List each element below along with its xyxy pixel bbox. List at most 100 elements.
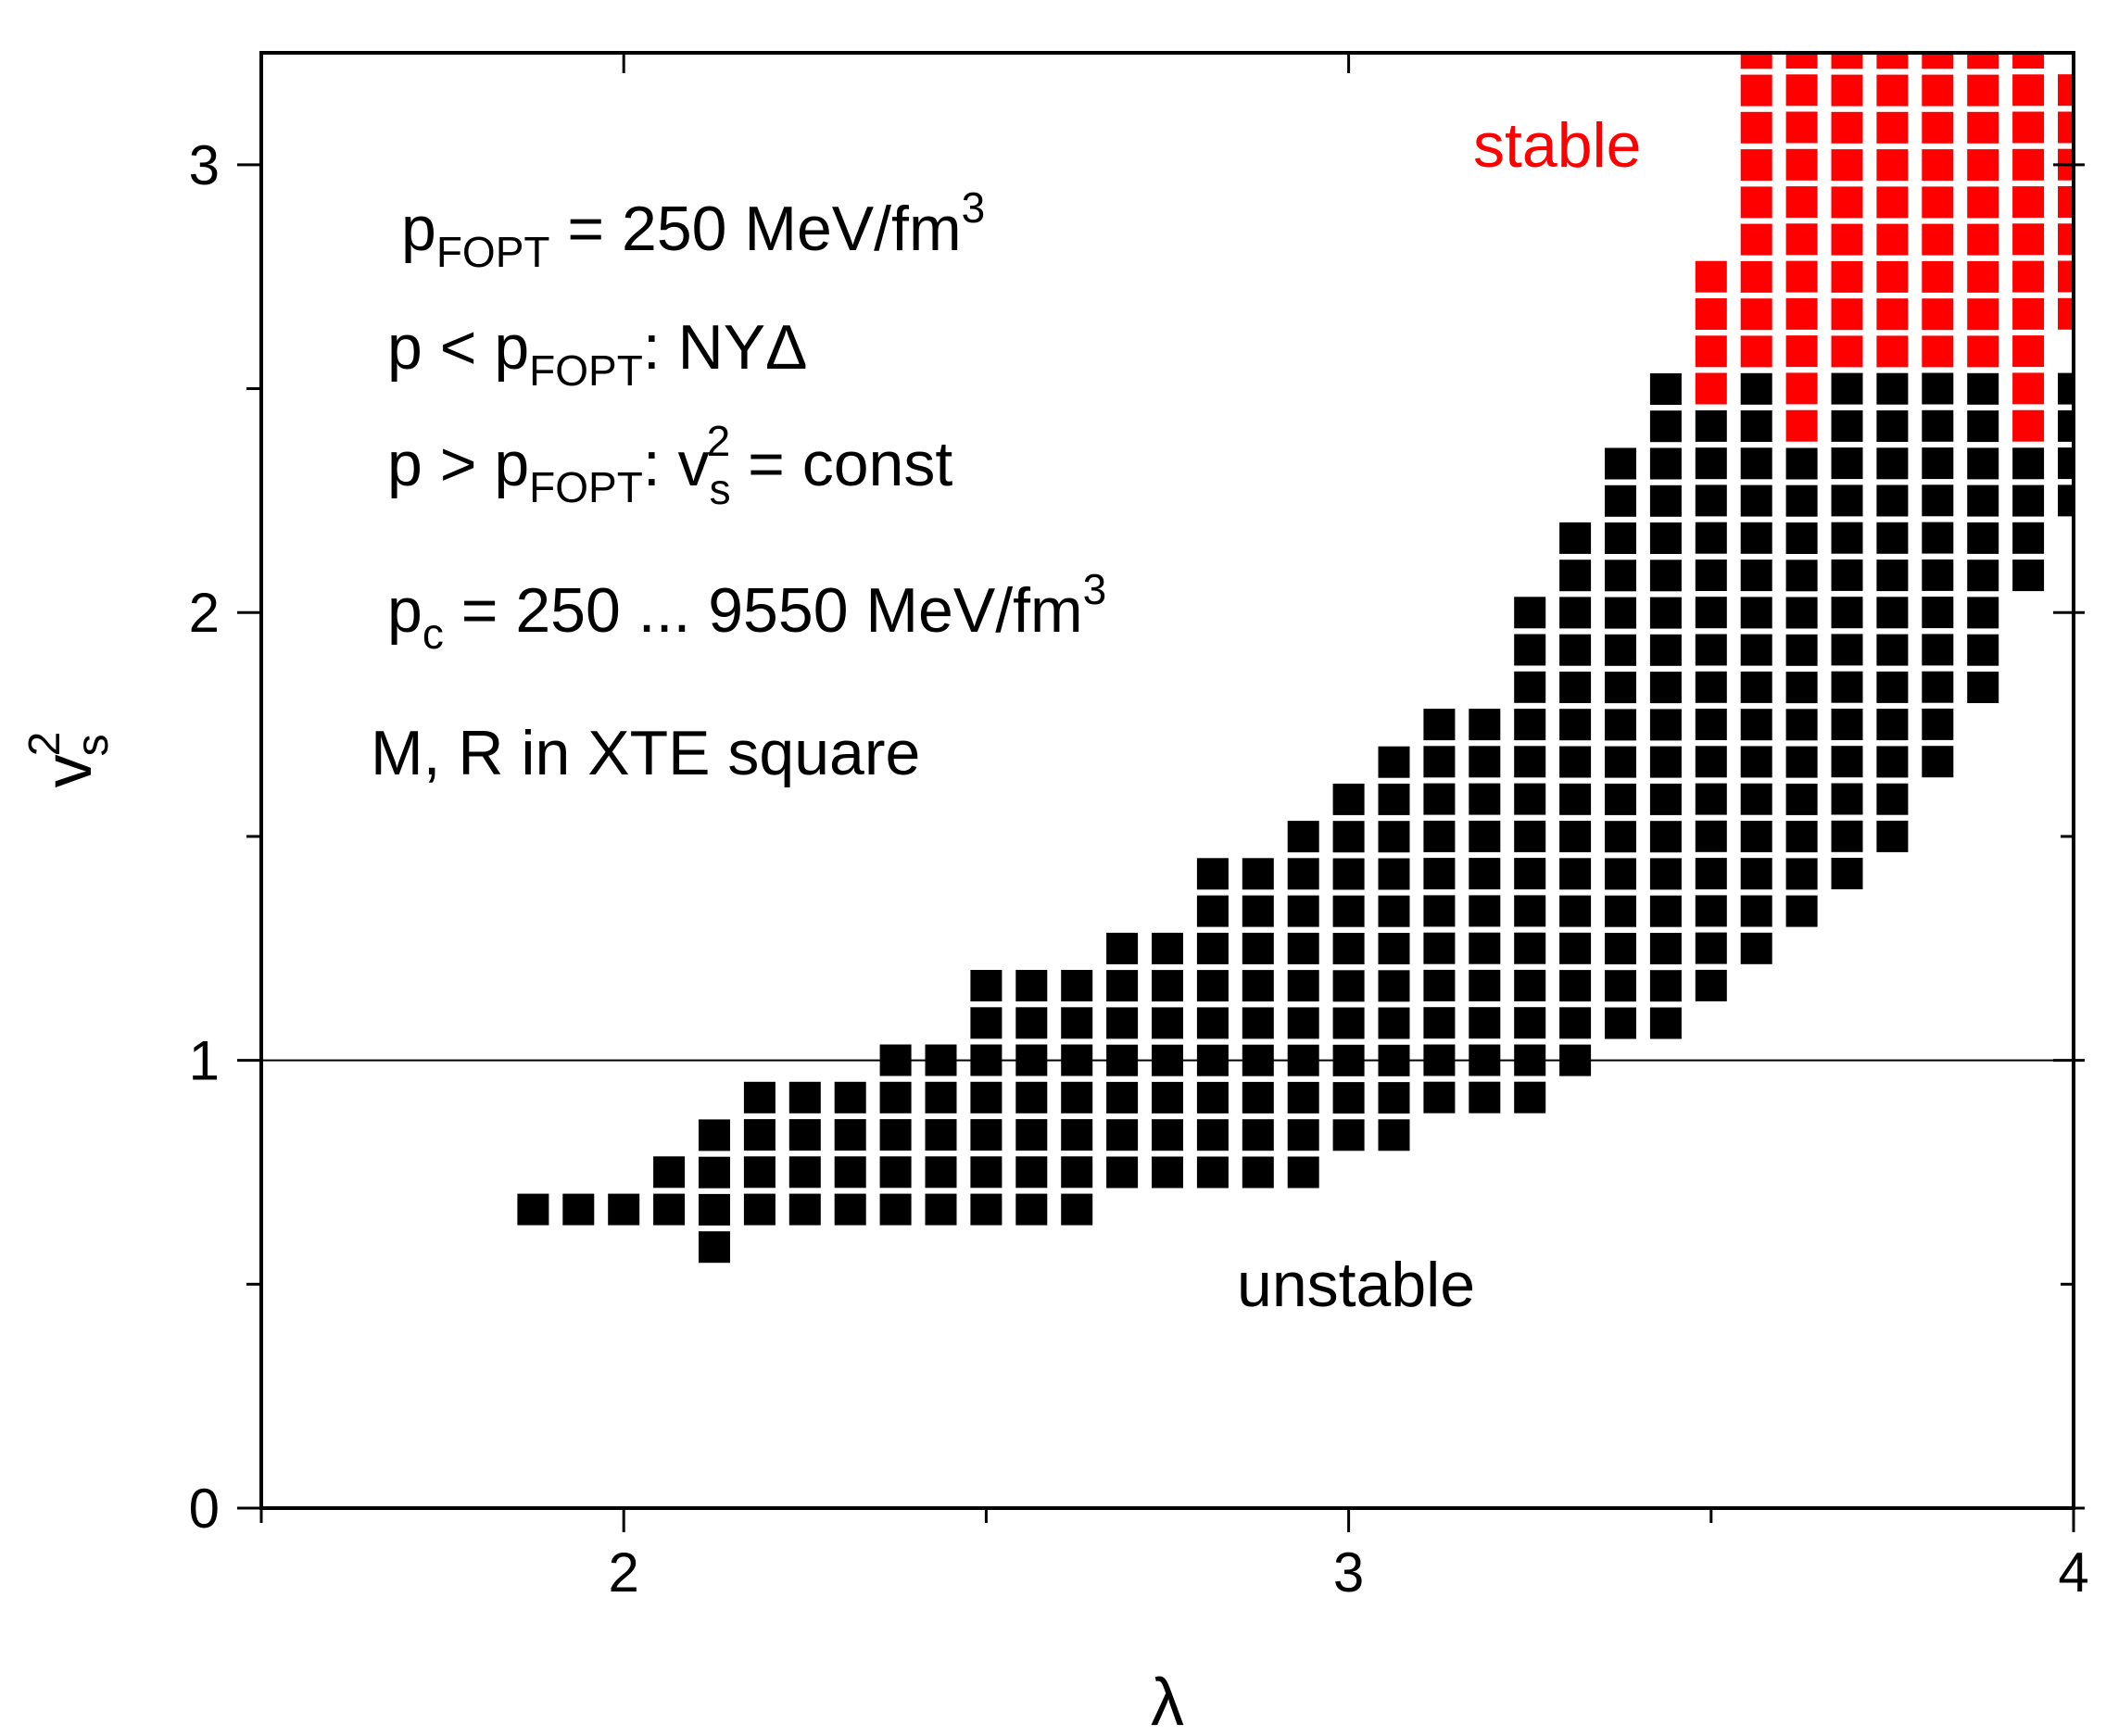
stable-point [1922, 223, 1954, 256]
unstable-point [1152, 1081, 1183, 1113]
plot-frame [259, 51, 2075, 1510]
unstable-point [1785, 597, 1818, 629]
stable-point [1967, 260, 1999, 293]
stable-point [1695, 298, 1727, 330]
unstable-point [1605, 858, 1636, 890]
unstable-point [1785, 560, 1818, 592]
stable-point [1740, 74, 1772, 107]
unstable-point [1740, 895, 1772, 927]
stable-point [1831, 298, 1863, 331]
unstable-point [1559, 672, 1592, 703]
unstable-point [1605, 895, 1636, 927]
unstable-point [1605, 1007, 1636, 1039]
unstable-point [1469, 709, 1501, 741]
unstable-point [1061, 1193, 1093, 1226]
unstable-point [925, 1156, 957, 1189]
unstable-point [1559, 634, 1592, 666]
unstable-point [1196, 858, 1229, 890]
unstable-point [1649, 484, 1682, 517]
unstable-point [2058, 409, 2074, 442]
stable-point [1922, 186, 1954, 219]
x-tick-label: 4 [2058, 1541, 2088, 1604]
unstable-point [1740, 671, 1772, 703]
stable-point [1967, 111, 1999, 144]
unstable-point [1514, 858, 1546, 890]
unstable-point [1514, 932, 1546, 964]
stable-point [1831, 223, 1863, 256]
y-axis-title-sup: 2 [20, 732, 69, 757]
unstable-point [1378, 1119, 1410, 1151]
unstable-point [788, 1193, 821, 1226]
stable-point [1831, 74, 1863, 107]
unstable-point [1876, 447, 1909, 480]
unstable-point [1876, 783, 1909, 815]
unstable-point [1967, 447, 1999, 480]
stable-point [1967, 223, 1999, 256]
unstable-point [1605, 634, 1636, 666]
unstable-point [1831, 746, 1863, 778]
unstable-point [1514, 820, 1546, 852]
unstable-point [879, 1193, 912, 1226]
unstable-point [1785, 895, 1818, 927]
unstable-point [1785, 447, 1818, 480]
unstable-point [1061, 1156, 1093, 1189]
unstable-point [1152, 1119, 1183, 1151]
unstable-point [970, 1081, 1003, 1113]
unstable-point [1559, 821, 1592, 852]
unstable-point [1332, 1082, 1365, 1114]
x-axis-title: λ [1151, 1666, 1184, 1736]
unstable-point [1785, 858, 1818, 890]
unstable-point [1196, 1007, 1229, 1039]
unstable-point [1695, 820, 1727, 852]
stable-point [1922, 260, 1954, 293]
unstable-point [1876, 820, 1909, 852]
unstable-point [970, 1193, 1003, 1226]
stable-point [1740, 335, 1772, 368]
unstable-point [1106, 1156, 1139, 1189]
stable-point [1967, 74, 1999, 107]
unstable-point [1740, 560, 1772, 592]
stable-point [2012, 53, 2045, 69]
unstable-point [1378, 970, 1410, 1002]
unstable-point [1831, 484, 1863, 517]
unstable-point [1605, 746, 1636, 778]
stable-point [1831, 186, 1863, 219]
unstable-point [1061, 1081, 1093, 1113]
y-axis-title-sub: s [69, 734, 118, 756]
unstable-point [1876, 597, 1909, 629]
unstable-point [1152, 970, 1183, 1002]
unstable-point [1605, 484, 1636, 517]
unstable-point [925, 1081, 957, 1113]
unstable-point [1242, 1007, 1274, 1039]
unstable-point [1514, 634, 1546, 666]
unstable-point [1695, 560, 1727, 591]
unstable-point [1242, 858, 1274, 890]
unstable-point [562, 1193, 595, 1226]
unstable-point [1740, 858, 1772, 890]
y-axis-title-base: v [32, 754, 106, 787]
unstable-point [1695, 969, 1727, 1001]
unstable-point [1514, 783, 1546, 815]
unstable-point [1876, 671, 1909, 703]
unstable-point [1649, 709, 1682, 741]
stable-point [2012, 297, 2045, 330]
unstable-point [1922, 708, 1954, 740]
unstable-point [608, 1193, 640, 1226]
unstable-point [1423, 1007, 1456, 1039]
unstable-point [1015, 1007, 1048, 1039]
unstable-point [2012, 484, 2045, 517]
unstable-point [1605, 933, 1636, 964]
unstable-point [1831, 409, 1863, 442]
unstable-point [1922, 372, 1954, 405]
unstable-point [1378, 895, 1410, 927]
unstable-point [743, 1193, 776, 1226]
stable-point [1876, 298, 1909, 331]
unstable-point [1514, 969, 1546, 1001]
y-tick-label: 1 [189, 1030, 220, 1092]
unstable-point [1831, 671, 1863, 703]
unstable-point [1423, 858, 1456, 890]
unstable-point [1831, 858, 1863, 889]
unstable-point [2058, 447, 2074, 480]
stable-point [1785, 260, 1818, 293]
unstable-point [1605, 522, 1636, 554]
